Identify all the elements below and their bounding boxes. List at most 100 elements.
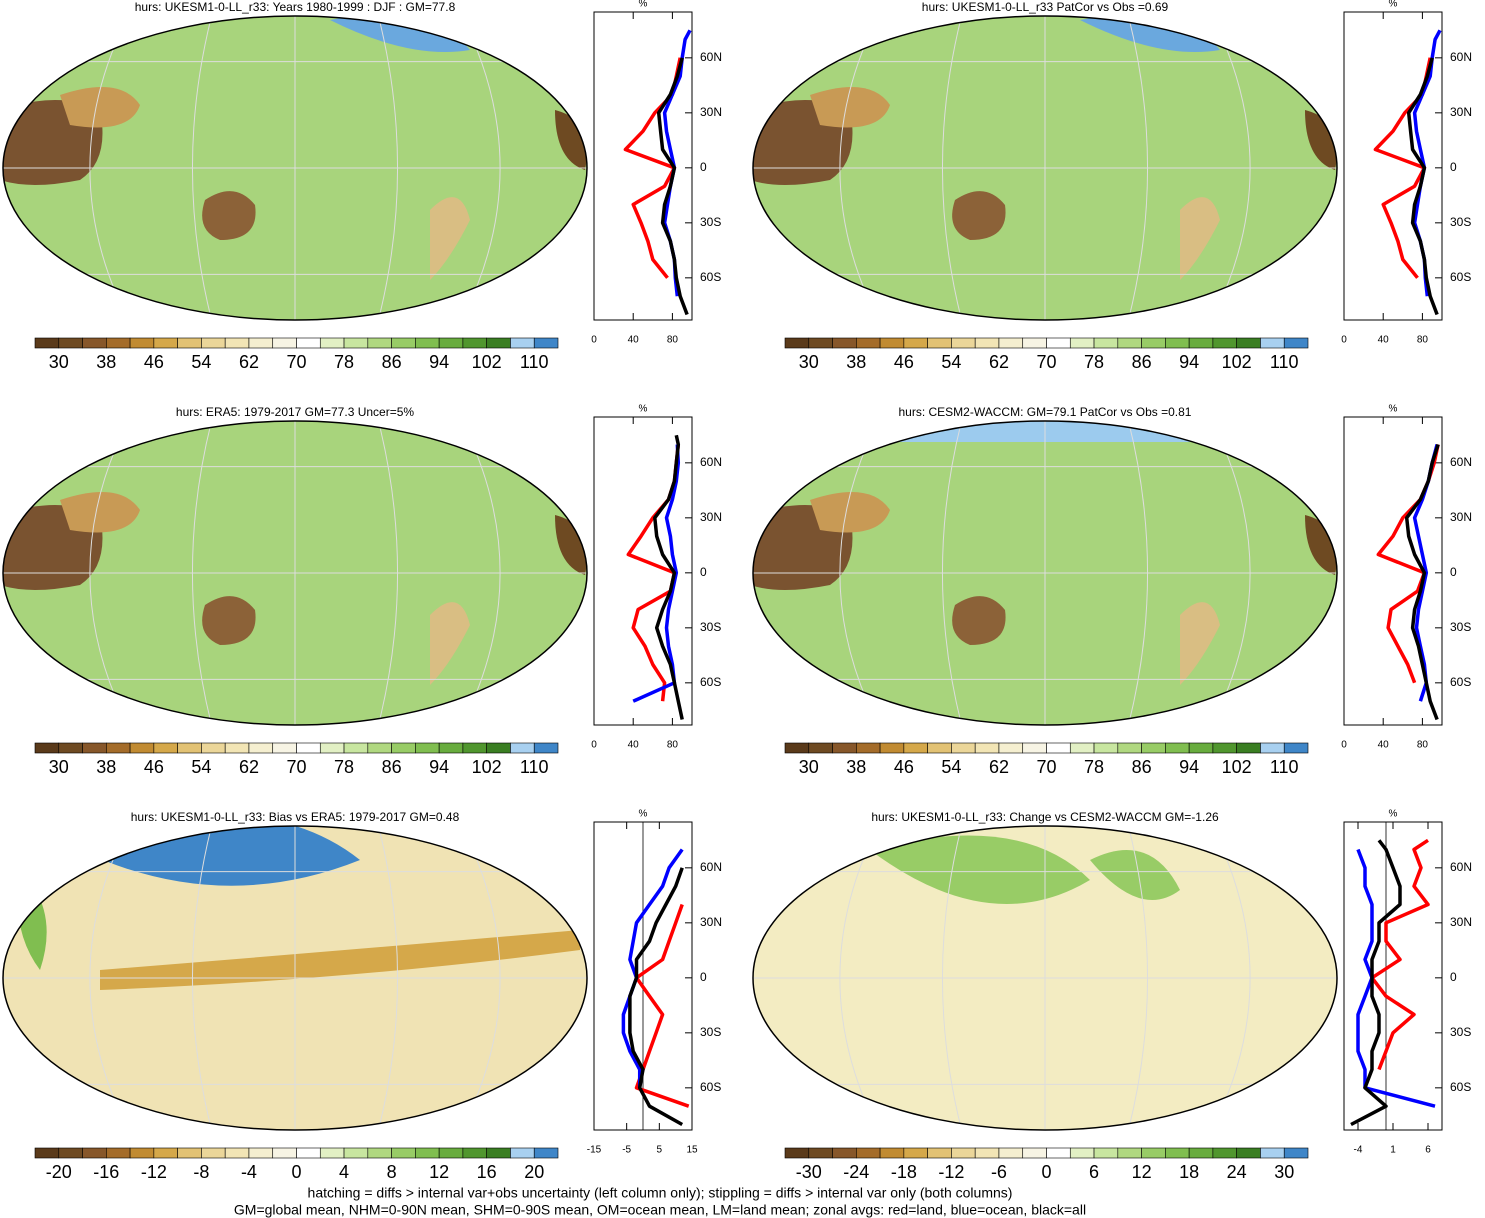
colorbar-box	[106, 337, 131, 349]
colorbar-box	[808, 337, 833, 349]
colorbar-box	[1260, 742, 1285, 754]
colorbar-label: 12	[1132, 1162, 1152, 1182]
colorbar-box	[1117, 337, 1142, 349]
colorbar-box	[784, 742, 810, 754]
colorbar-label: -12	[141, 1162, 167, 1182]
x-tick-label: 80	[667, 740, 679, 751]
colorbar-label: -24	[843, 1162, 869, 1182]
y-tick-label: 60S	[1450, 675, 1471, 689]
y-tick-label: 30N	[1450, 510, 1472, 524]
colorbar-box	[879, 1147, 905, 1159]
x-tick-label: 80	[667, 335, 679, 346]
map-region	[430, 197, 470, 280]
colorbar-box	[177, 337, 202, 349]
colorbar-label: 4	[339, 1162, 349, 1182]
map-region	[870, 835, 1090, 904]
colorbar-label: 70	[1036, 352, 1056, 372]
colorbar-box	[998, 742, 1024, 754]
colorbar-box	[1283, 742, 1309, 754]
colorbar-box	[438, 337, 464, 349]
colorbar-label: 46	[144, 757, 164, 777]
colorbar-label: 54	[191, 757, 211, 777]
footer-line: hatching = diffs > internal var+obs unce…	[308, 1185, 1013, 1201]
colorbar-label: -20	[46, 1162, 72, 1182]
colorbar-box	[1283, 337, 1309, 349]
zonal-frame	[593, 11, 693, 321]
colorbar-box	[58, 337, 83, 349]
colorbar-label: 0	[291, 1162, 301, 1182]
footer-line: GM=global mean, NHM=0-90N mean, SHM=0-90…	[234, 1202, 1086, 1218]
colorbar-box	[1260, 337, 1285, 349]
x-tick-label: 5	[657, 1145, 663, 1156]
colorbar-label: -16	[93, 1162, 119, 1182]
map-region	[202, 596, 256, 645]
y-tick-label: 30S	[1450, 215, 1471, 229]
colorbar-box	[927, 742, 952, 754]
colorbar-box	[1212, 1147, 1237, 1159]
map-title: hurs: ERA5: 1979-2017 GM=77.3 Uncer=5%	[176, 405, 414, 419]
x-tick-label: 0	[591, 335, 597, 346]
colorbar-label: 86	[382, 352, 402, 372]
x-tick-label: -5	[622, 1145, 631, 1156]
colorbar-label: 78	[334, 757, 354, 777]
colorbar-box	[1093, 1147, 1119, 1159]
colorbar-box	[784, 337, 810, 349]
colorbar-box	[296, 1147, 321, 1159]
colorbar-box	[974, 1147, 1000, 1159]
colorbar-box	[1022, 1147, 1047, 1159]
colorbar-label: -18	[891, 1162, 917, 1182]
y-tick-label: 0	[700, 160, 707, 174]
x-tick-label: 1	[1390, 1145, 1396, 1156]
colorbar-label: 102	[1222, 352, 1252, 372]
map-outline	[752, 825, 1338, 1131]
colorbar-label: 18	[1179, 1162, 1199, 1182]
map-region	[60, 87, 140, 128]
colorbar-box	[177, 742, 202, 754]
colorbar-box	[533, 1147, 559, 1159]
colorbar-box	[1212, 742, 1237, 754]
x-tick-label: -15	[587, 1145, 602, 1156]
colorbar-label: 70	[1036, 757, 1056, 777]
colorbar-box	[153, 742, 178, 754]
x-tick-label: 40	[1378, 335, 1390, 346]
colorbar-box	[153, 337, 178, 349]
colorbar-box	[1117, 742, 1142, 754]
map-region	[952, 596, 1006, 645]
colorbar-box	[106, 1147, 131, 1159]
colorbar-box	[34, 1147, 60, 1159]
colorbar-label: 30	[49, 352, 69, 372]
colorbar-label: 46	[144, 352, 164, 372]
zonal-line	[632, 444, 681, 703]
colorbar-box	[1212, 337, 1237, 349]
colorbar-label: 110	[520, 757, 549, 777]
zonal-xlabel: %	[639, 0, 648, 10]
map-title: hurs: CESM2-WACCM: GM=79.1 PatCor vs Obs…	[899, 405, 1192, 419]
x-tick-label: 40	[1378, 740, 1390, 751]
colorbar-box	[903, 337, 928, 349]
map-region	[952, 191, 1006, 240]
x-tick-label: 0	[1341, 335, 1347, 346]
colorbar-label: -12	[938, 1162, 964, 1182]
colorbar-box	[1283, 1147, 1309, 1159]
colorbar-box	[129, 1147, 155, 1159]
zonal-xlabel: %	[1389, 404, 1398, 415]
y-tick-label: 60S	[700, 675, 721, 689]
colorbar-box	[533, 337, 559, 349]
colorbar-box	[201, 337, 226, 349]
colorbar-box	[391, 742, 416, 754]
colorbar-label: 12	[429, 1162, 449, 1182]
y-tick-label: 60N	[1450, 50, 1472, 64]
colorbar-label: 38	[846, 352, 866, 372]
colorbar-box	[343, 337, 369, 349]
colorbar-label: 94	[1179, 757, 1199, 777]
x-tick-label: 40	[628, 335, 640, 346]
colorbar-box	[1069, 742, 1095, 754]
colorbar-box	[296, 337, 321, 349]
colorbar-box	[1022, 742, 1047, 754]
colorbar-box	[415, 742, 440, 754]
y-tick-label: 30S	[1450, 620, 1471, 634]
colorbar-label: 24	[1227, 1162, 1247, 1182]
y-tick-label: 30N	[1450, 915, 1472, 929]
colorbar-box	[201, 1147, 226, 1159]
colorbar-label: 86	[1132, 757, 1152, 777]
